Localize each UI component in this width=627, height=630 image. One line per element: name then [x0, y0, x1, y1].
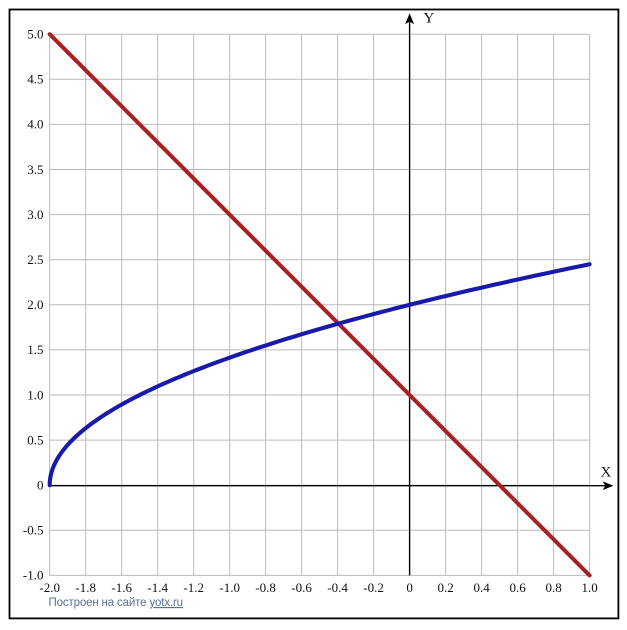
svg-text:4.5: 4.5 — [27, 72, 43, 87]
svg-text:3.5: 3.5 — [27, 162, 43, 177]
svg-text:1.0: 1.0 — [27, 387, 43, 402]
svg-text:-2.0: -2.0 — [39, 580, 60, 595]
svg-text:1.5: 1.5 — [27, 342, 43, 357]
svg-text:-1.8: -1.8 — [75, 580, 96, 595]
svg-text:-0.4: -0.4 — [327, 580, 348, 595]
svg-text:X: X — [601, 465, 612, 481]
svg-text:-1.0: -1.0 — [219, 580, 240, 595]
svg-text:-0.2: -0.2 — [363, 580, 384, 595]
svg-text:0.4: 0.4 — [473, 580, 490, 595]
svg-text:Y: Y — [424, 11, 435, 27]
svg-text:-0.6: -0.6 — [291, 580, 312, 595]
svg-text:Построен на сайте yotx.ru: Построен на сайте yotx.ru — [49, 597, 183, 609]
svg-text:-1.0: -1.0 — [23, 568, 44, 583]
svg-text:3.0: 3.0 — [27, 207, 43, 222]
svg-text:-1.4: -1.4 — [147, 580, 168, 595]
svg-text:0: 0 — [37, 478, 44, 493]
svg-text:0.2: 0.2 — [437, 580, 453, 595]
svg-text:2.5: 2.5 — [27, 252, 43, 267]
svg-text:0.5: 0.5 — [27, 432, 43, 447]
svg-text:0.6: 0.6 — [509, 580, 526, 595]
svg-text:5.0: 5.0 — [27, 27, 43, 42]
svg-text:0: 0 — [406, 580, 413, 595]
svg-text:-0.5: -0.5 — [23, 523, 44, 538]
svg-text:4.0: 4.0 — [27, 117, 43, 132]
svg-text:-0.8: -0.8 — [255, 580, 276, 595]
svg-text:-1.6: -1.6 — [111, 580, 132, 595]
svg-text:2.0: 2.0 — [27, 297, 43, 312]
svg-text:-1.2: -1.2 — [183, 580, 204, 595]
svg-text:1.0: 1.0 — [581, 580, 597, 595]
svg-text:0.8: 0.8 — [545, 580, 561, 595]
